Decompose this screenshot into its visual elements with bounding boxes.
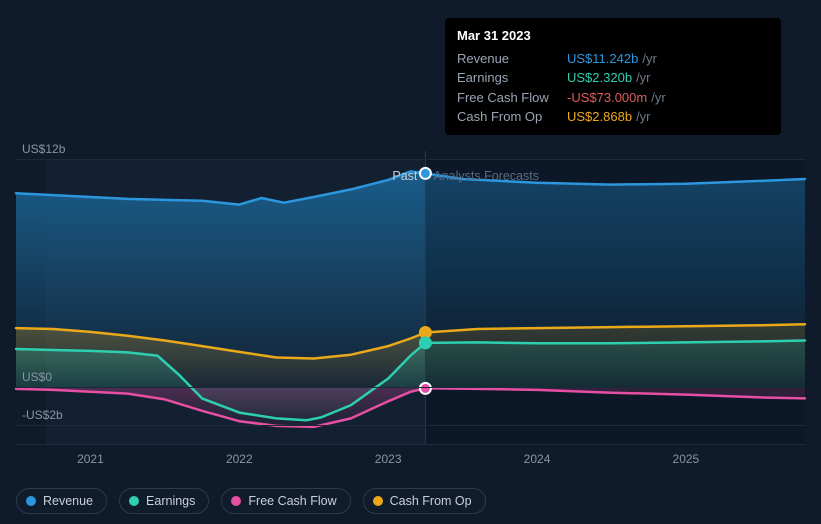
legend-dot (231, 496, 241, 506)
grid-line (16, 159, 805, 160)
chart-legend: Revenue Earnings Free Cash Flow Cash From O… (16, 488, 486, 514)
forecast-label: Analysts Forecasts (433, 169, 539, 183)
forecast-shade (425, 159, 805, 444)
chart-tooltip: Mar 31 2023 RevenueUS$11.242b/yrEarnings… (445, 18, 781, 135)
grid-line (16, 444, 805, 445)
tooltip-row-label: Revenue (457, 49, 567, 69)
legend-item-revenue[interactable]: Revenue (16, 488, 107, 514)
tooltip-date: Mar 31 2023 (457, 26, 769, 46)
tooltip-row: EarningsUS$2.320b/yr (457, 68, 769, 88)
past-label: Past (392, 169, 417, 183)
legend-label: Earnings (146, 494, 195, 508)
x-axis-label: 2023 (375, 452, 402, 466)
marker-cash_from_op (420, 327, 431, 338)
marker-earnings (420, 337, 431, 348)
tooltip-row-label: Free Cash Flow (457, 88, 567, 108)
x-axis-label: 2021 (77, 452, 104, 466)
y-axis-label: US$0 (22, 370, 52, 384)
marker-revenue (420, 168, 431, 179)
tooltip-row-suffix: /yr (651, 90, 665, 105)
tooltip-row-suffix: /yr (642, 51, 656, 66)
tooltip-row-suffix: /yr (636, 70, 650, 85)
tooltip-row-label: Earnings (457, 68, 567, 88)
legend-dot (373, 496, 383, 506)
legend-item-free-cash-flow[interactable]: Free Cash Flow (221, 488, 350, 514)
grid-line (16, 425, 805, 426)
tooltip-row-value: US$2.868b/yr (567, 107, 651, 127)
tooltip-row-value: US$2.320b/yr (567, 68, 651, 88)
marker-free_cash_flow (420, 383, 431, 394)
y-axis-label: US$12b (22, 142, 65, 156)
legend-dot (26, 496, 36, 506)
legend-label: Cash From Op (390, 494, 472, 508)
grid-line (16, 387, 805, 388)
y-axis-label: -US$2b (22, 408, 63, 422)
tooltip-row-suffix: /yr (636, 109, 650, 124)
legend-item-cash-from-op[interactable]: Cash From Op (363, 488, 486, 514)
legend-label: Revenue (43, 494, 93, 508)
x-axis-label: 2024 (524, 452, 551, 466)
tooltip-row-value: US$11.242b/yr (567, 49, 657, 69)
tooltip-row-value: -US$73.000m/yr (567, 88, 666, 108)
x-axis-label: 2025 (673, 452, 700, 466)
legend-item-earnings[interactable]: Earnings (119, 488, 209, 514)
legend-dot (129, 496, 139, 506)
tooltip-row: Cash From OpUS$2.868b/yr (457, 107, 769, 127)
tooltip-row: RevenueUS$11.242b/yr (457, 49, 769, 69)
x-axis-label: 2022 (226, 452, 253, 466)
tooltip-row: Free Cash Flow-US$73.000m/yr (457, 88, 769, 108)
legend-label: Free Cash Flow (248, 494, 336, 508)
tooltip-row-label: Cash From Op (457, 107, 567, 127)
